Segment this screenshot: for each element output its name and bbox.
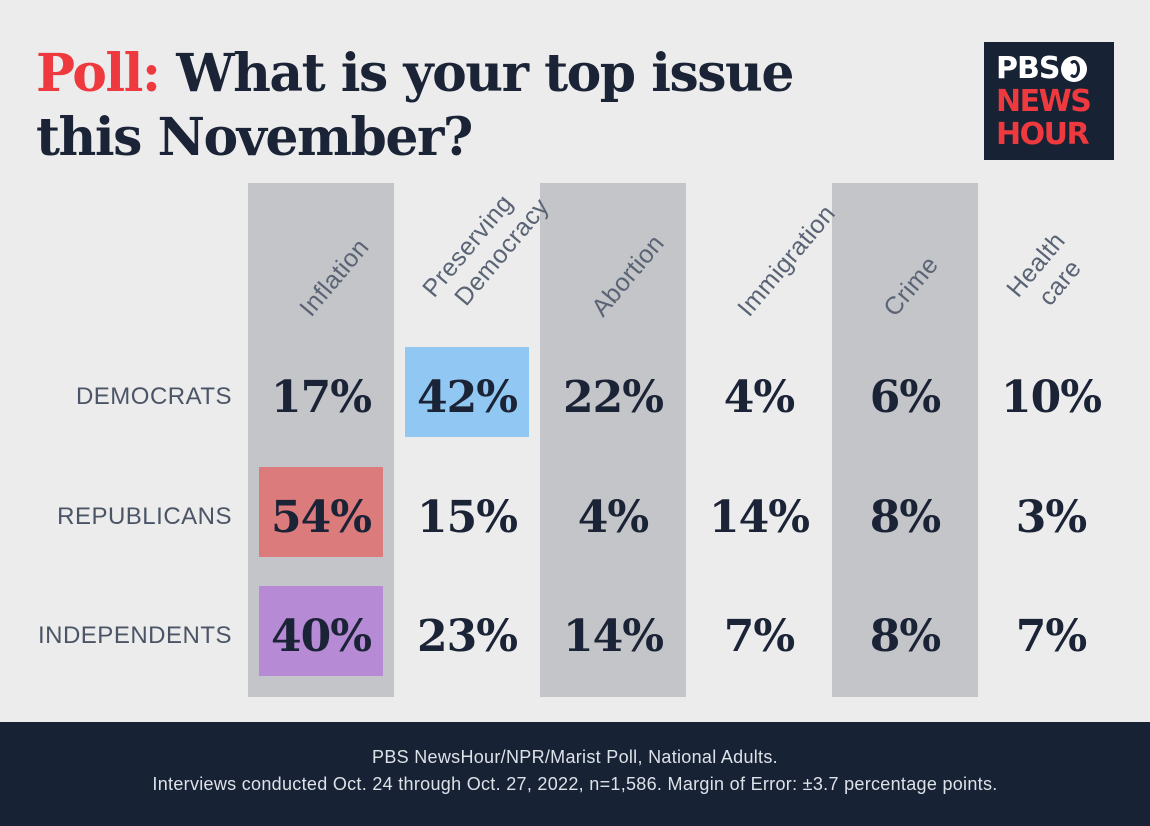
row-label-0: DEMOCRATS xyxy=(76,383,232,410)
highlight-cell-2 xyxy=(259,586,383,676)
value-cell: 3% xyxy=(1016,492,1087,543)
logo-line-3: HOUR xyxy=(996,117,1090,152)
value-cell: 4% xyxy=(724,372,795,423)
value-cell: 17% xyxy=(271,372,371,423)
value-cell: 10% xyxy=(1001,372,1101,423)
column-header-line: Immigration xyxy=(732,200,841,322)
footer-source: PBS NewsHour/NPR/Marist Poll, National A… xyxy=(372,747,778,767)
pbs-head-icon xyxy=(1061,55,1088,82)
column-header-1: PreservingDemocracy xyxy=(417,174,555,322)
value-cell: 4% xyxy=(578,492,649,543)
title-accent: Poll: xyxy=(36,43,161,104)
value-cell: 15% xyxy=(417,492,517,543)
highlight-cell-0 xyxy=(405,347,529,437)
column-header-5: Healthcare xyxy=(1001,227,1094,322)
logo-line-2: NEWS xyxy=(996,84,1092,119)
footer: PBS NewsHour/NPR/Marist Poll, National A… xyxy=(0,722,1150,826)
column-band-4 xyxy=(832,183,978,697)
value-cell: 6% xyxy=(870,372,941,423)
poll-table: Inflation PreservingDemocracy Abortion Immi… xyxy=(38,174,1102,697)
value-cell: 42% xyxy=(417,372,517,423)
value-cell: 22% xyxy=(563,372,663,423)
column-header-3: Immigration xyxy=(732,200,841,322)
highlight-cell-1 xyxy=(259,467,383,557)
value-cell: 7% xyxy=(1016,611,1087,662)
column-band-2 xyxy=(540,183,686,697)
value-cell: 40% xyxy=(271,611,371,662)
row-label-2: INDEPENDENTS xyxy=(38,622,232,649)
value-cell: 8% xyxy=(870,611,941,662)
value-cell: 8% xyxy=(870,492,941,543)
footer-note: Interviews conducted Oct. 24 through Oct… xyxy=(152,774,998,794)
title-text: What is your top issue this November? xyxy=(36,43,794,168)
value-cell: 14% xyxy=(709,492,809,543)
value-cell: 23% xyxy=(417,611,517,662)
chart-title: Poll: What is your top issue this Novemb… xyxy=(36,42,796,170)
value-cell: 54% xyxy=(271,492,371,543)
pbs-newshour-logo: PBS NEWS HOUR xyxy=(984,42,1114,160)
row-label-1: REPUBLICANS xyxy=(57,503,232,530)
logo-line-1: PBS xyxy=(996,51,1060,86)
value-cell: 7% xyxy=(724,611,795,662)
value-cell: 14% xyxy=(563,611,663,662)
